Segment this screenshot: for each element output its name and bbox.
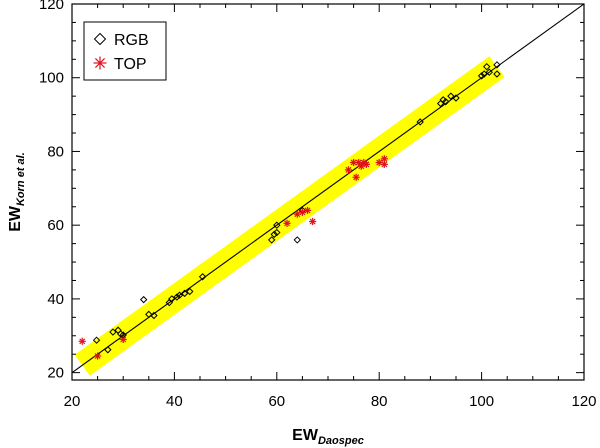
point-rgb xyxy=(493,61,501,69)
legend-label-top: TOP xyxy=(114,56,147,73)
x-tick-label: 60 xyxy=(268,393,285,410)
legend-items: RGB TOP xyxy=(93,32,149,73)
point-top xyxy=(303,206,312,215)
y-axis-label: EWKorn et al. xyxy=(7,152,27,232)
y-tick-label: 120 xyxy=(39,0,64,13)
legend: RGB TOP xyxy=(83,21,167,81)
point-top xyxy=(362,160,370,168)
asterisk-stroke xyxy=(381,155,388,162)
point-rgb xyxy=(186,287,194,296)
point-rgb xyxy=(480,70,488,78)
legend-box xyxy=(83,21,167,81)
point-rgb xyxy=(175,291,184,299)
asterisk-stroke xyxy=(94,57,106,69)
point-top xyxy=(380,160,388,168)
point-rgb xyxy=(483,62,491,71)
point-top xyxy=(293,210,301,218)
point-rgb xyxy=(180,289,189,298)
y-axis-label-main: EW xyxy=(7,205,24,232)
point-rgb xyxy=(485,68,493,76)
point-rgb xyxy=(104,346,112,354)
x-axis-label-main: EW xyxy=(292,427,319,444)
point-rgb xyxy=(168,295,176,303)
point-top xyxy=(78,337,86,345)
point-rgb xyxy=(273,228,281,237)
asterisk-stroke xyxy=(363,161,370,168)
asterisk-stroke xyxy=(284,220,291,227)
y-tick-label: 80 xyxy=(47,143,64,160)
point-rgb xyxy=(92,336,101,344)
point-rgb xyxy=(273,221,281,229)
asterisk-stroke xyxy=(381,161,388,168)
x-axis-label: EWDaospec xyxy=(292,427,364,447)
x-axis-label-sub: Daospec xyxy=(318,435,364,447)
y-tick-label: 20 xyxy=(47,365,64,382)
series-top xyxy=(78,155,388,360)
point-rgb xyxy=(139,295,148,304)
x-tick-label: 40 xyxy=(166,393,183,410)
point-top xyxy=(94,352,102,360)
legend-label-rgb: RGB xyxy=(114,32,149,49)
legend-entry-top: TOP xyxy=(93,56,147,73)
point-rgb xyxy=(270,230,278,239)
y-tick-label: 40 xyxy=(47,291,64,308)
point-rgb xyxy=(145,310,153,319)
axis-ticks-layer: 20 40 60 80 100 120 20 40 60 80 100 120 xyxy=(39,0,597,410)
point-rgb xyxy=(452,94,460,102)
y-tick-label: 60 xyxy=(47,217,64,234)
point-rgb xyxy=(493,70,501,78)
point-rgb xyxy=(150,311,158,320)
point-rgb xyxy=(267,236,276,244)
x-tick-label: 100 xyxy=(469,393,494,410)
asterisk-stroke xyxy=(350,159,357,166)
point-rgb xyxy=(442,97,450,106)
asterisk-stroke xyxy=(353,174,360,181)
series-rgb xyxy=(92,61,501,354)
x-tick-label: 20 xyxy=(64,393,81,410)
point-top xyxy=(352,173,360,181)
asterisk-stroke xyxy=(345,166,352,173)
point-rgb xyxy=(477,72,486,80)
legend-marker-rgb xyxy=(93,32,107,46)
point-top xyxy=(119,335,127,344)
point-rgb xyxy=(447,92,455,100)
point-rgb xyxy=(293,236,301,244)
asterisk-stroke xyxy=(376,159,383,166)
asterisk-stroke xyxy=(79,338,86,345)
asterisk-stroke xyxy=(94,353,101,360)
data-points-layer xyxy=(78,61,501,360)
point-rgb xyxy=(416,118,424,126)
point-top xyxy=(309,217,317,226)
legend-entry-rgb: RGB xyxy=(93,32,149,49)
asterisk-stroke xyxy=(120,336,127,343)
point-top xyxy=(344,166,353,174)
x-tick-label: 80 xyxy=(371,393,388,410)
y-axis-label-sub: Korn et al. xyxy=(15,152,27,206)
asterisk-stroke xyxy=(304,207,311,214)
point-rgb xyxy=(109,328,117,336)
y-tick-label: 100 xyxy=(39,70,64,87)
x-tick-label: 120 xyxy=(571,393,596,410)
point-rgb xyxy=(173,293,181,301)
point-rgb xyxy=(198,273,207,281)
asterisk-stroke xyxy=(355,159,362,166)
point-top xyxy=(283,219,291,227)
asterisk-stroke xyxy=(309,218,316,225)
legend-marker-top xyxy=(93,56,107,70)
